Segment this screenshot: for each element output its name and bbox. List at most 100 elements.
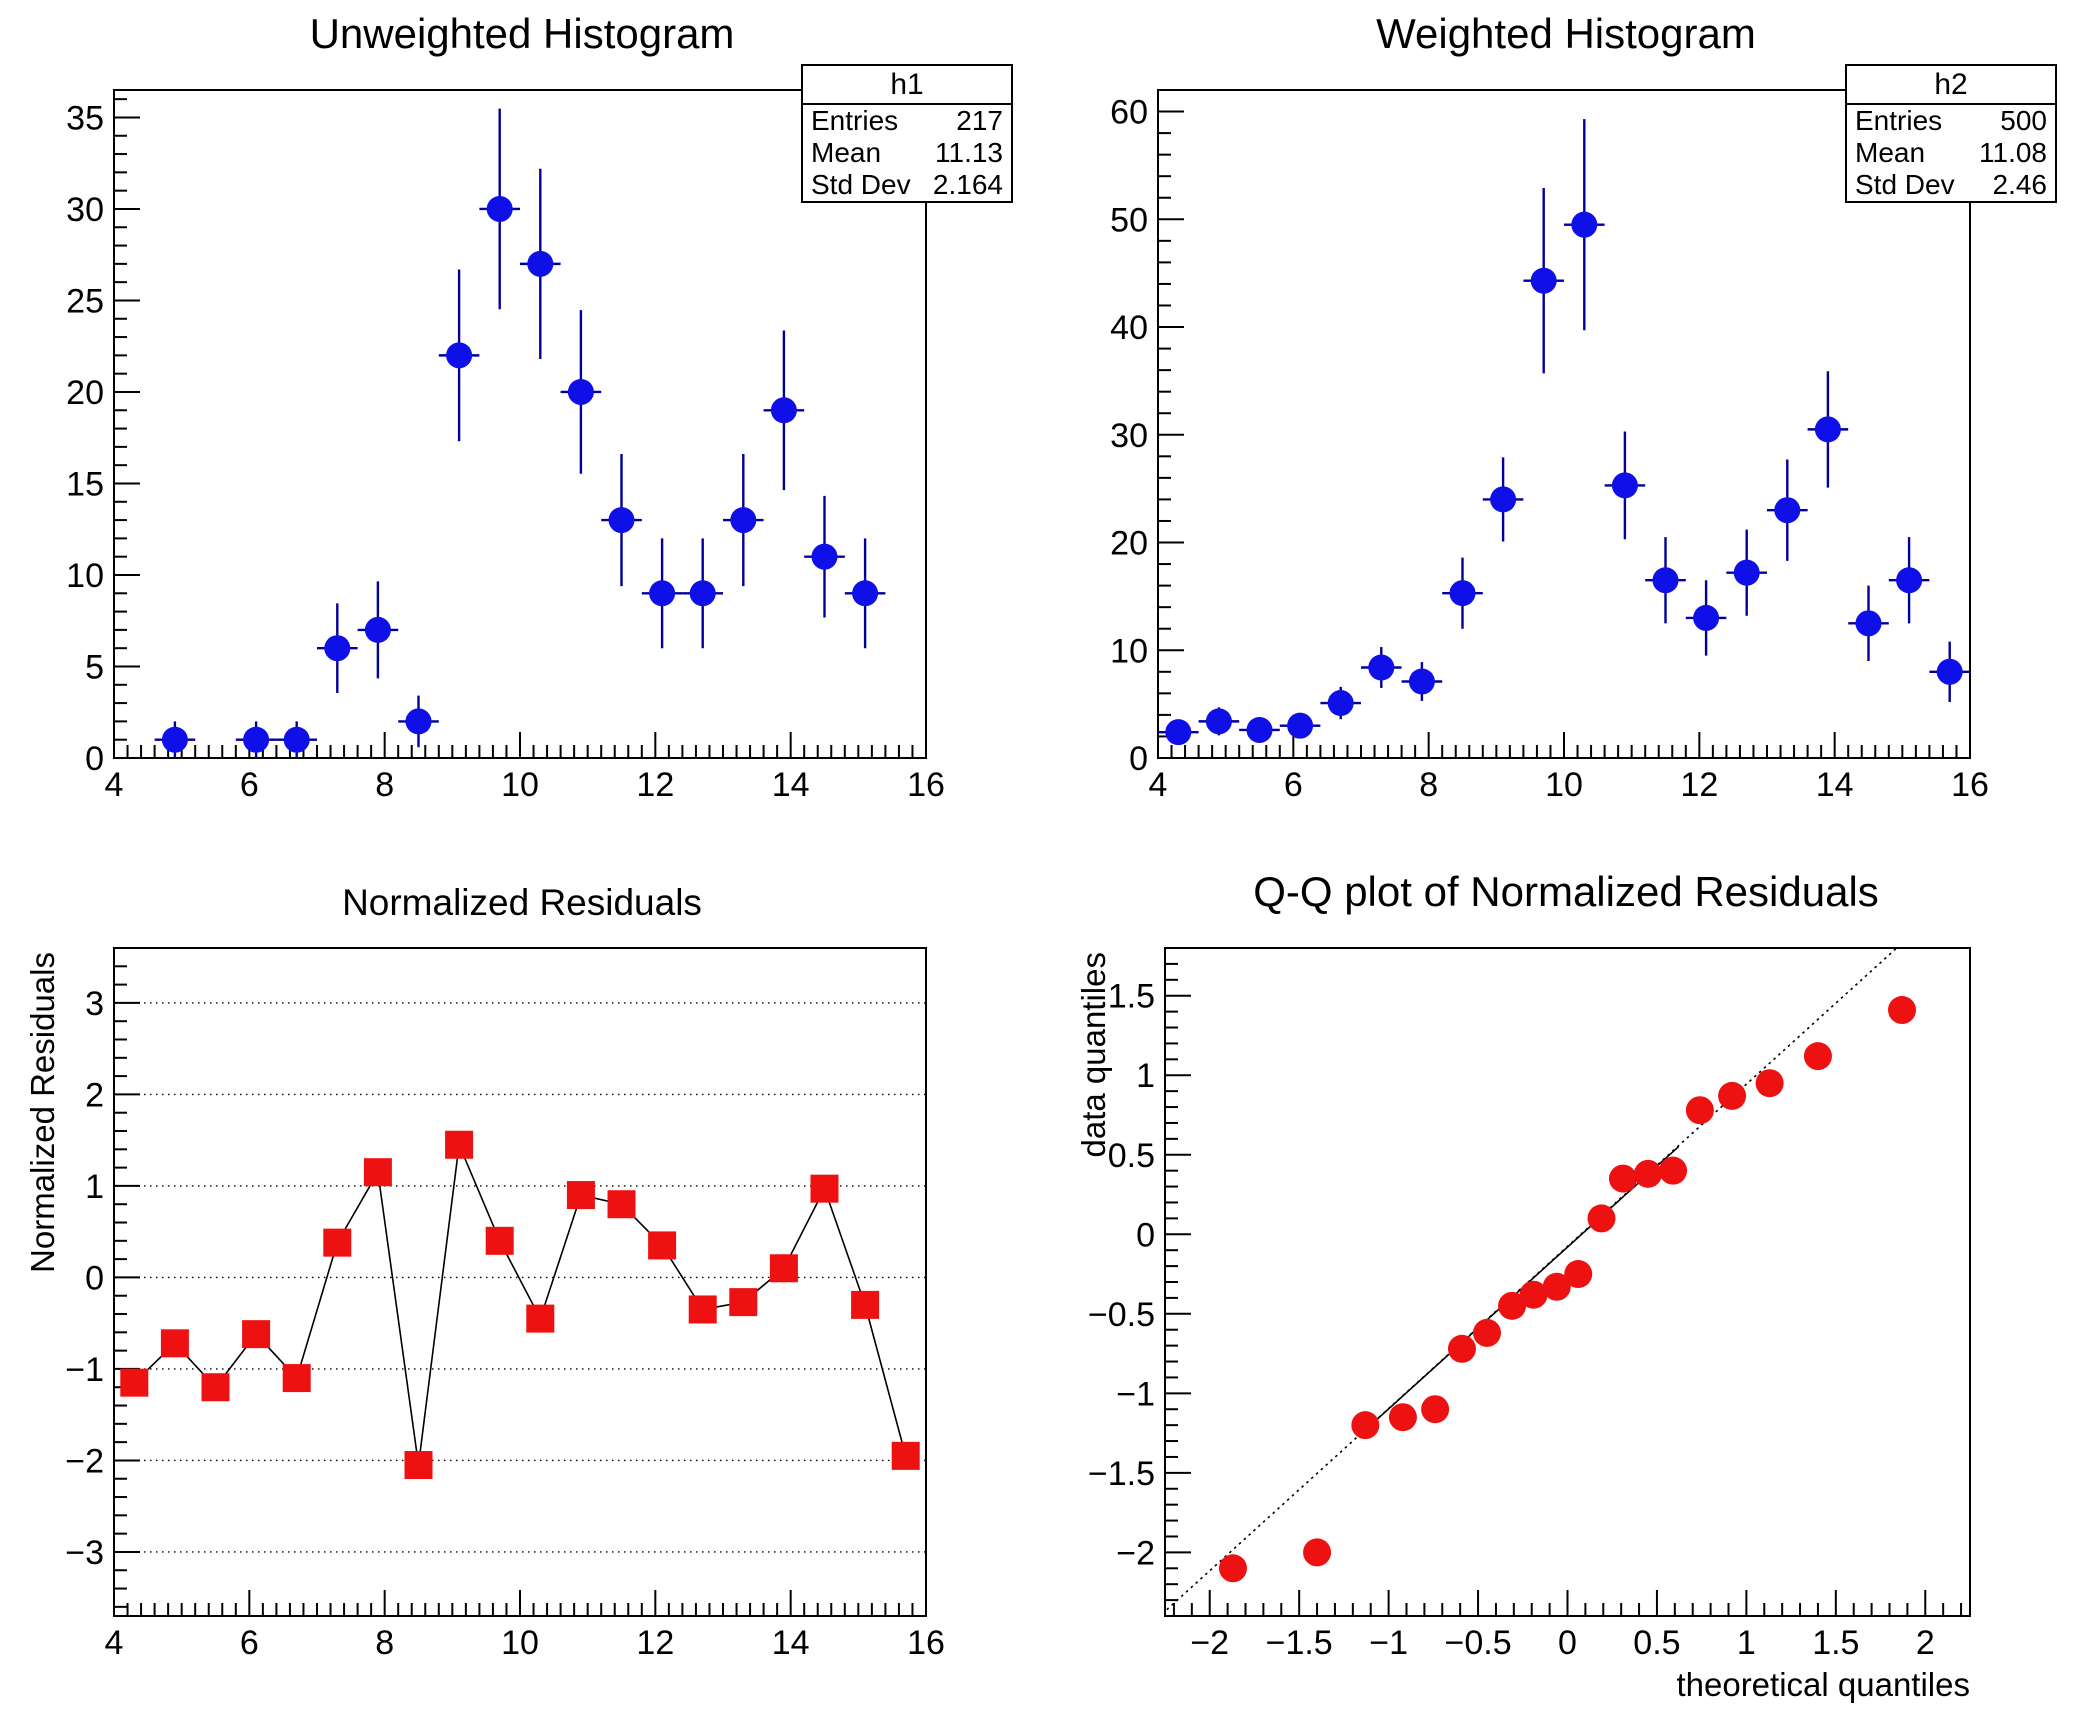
tick-label: −1.5 <box>1088 1455 1155 1493</box>
tick-label: 16 <box>907 1624 945 1662</box>
tick-label: 50 <box>1110 201 1148 239</box>
data-point-circle <box>324 635 351 662</box>
tick-label: 6 <box>240 1624 259 1662</box>
tick-label: 0 <box>1558 1624 1577 1662</box>
stats-value: 2.46 <box>1992 169 2048 200</box>
data-point-circle <box>1571 211 1598 238</box>
data-point-circle <box>1205 708 1232 735</box>
tick-label: 35 <box>66 99 104 137</box>
tick-label: 5 <box>85 648 104 686</box>
data-point-circle <box>1368 654 1395 681</box>
tick-label: 14 <box>1816 766 1854 804</box>
tick-label: 0.5 <box>1108 1137 1155 1175</box>
tick-label: 1 <box>85 1168 104 1206</box>
tick-label: 12 <box>636 1624 674 1662</box>
data-point-square <box>851 1290 880 1319</box>
weighted-histogram-chart: 4 6 8 10 12 14 16 0 10 20 30 40 50 60 <box>1110 89 1989 804</box>
data-point-circle <box>1803 1042 1832 1071</box>
data-point-circle <box>1774 497 1801 524</box>
tick-label: −0.5 <box>1444 1624 1511 1662</box>
data-point-circle <box>1634 1159 1662 1188</box>
tick-label: −2 <box>1190 1624 1229 1662</box>
data-point-square <box>201 1373 230 1402</box>
tick-label: 16 <box>907 766 945 804</box>
data-point-square <box>688 1295 717 1324</box>
data-point-square <box>729 1288 758 1317</box>
data-point-square <box>445 1130 474 1159</box>
tick-label: 4 <box>105 766 124 804</box>
data-point-circle <box>1693 604 1720 631</box>
data-point-circle <box>283 726 310 753</box>
tick-label: 10 <box>501 766 539 804</box>
data-point-circle <box>161 726 188 753</box>
tick-label: 6 <box>1284 766 1303 804</box>
data-point-circle <box>446 342 473 369</box>
stats-title: h1 <box>803 66 1011 105</box>
tick-label: 0 <box>85 740 104 778</box>
data-point-circle <box>1519 1280 1548 1309</box>
tick-label: 3 <box>85 985 104 1023</box>
tick-label: 8 <box>375 766 394 804</box>
data-point-circle <box>1165 719 1192 746</box>
data-point-square <box>404 1451 433 1480</box>
data-point-circle <box>1564 1260 1593 1289</box>
pad-normalized-residuals: 4 6 8 10 12 14 16 3 2 1 0 −1 −2 −3 Normalized Residual… <box>0 858 1044 1716</box>
tick-label: −0.5 <box>1088 1296 1155 1334</box>
stats-value: 500 <box>2000 105 2047 136</box>
qq-plot-chart: −2 −1.5 −1 −0.5 0 0.5 1 1.5 21.510.50−0.5−1−1.5−… <box>1075 947 1971 1703</box>
tick-label: 14 <box>772 1624 810 1662</box>
pad-weighted-histogram: 4 6 8 10 12 14 16 0 10 20 30 40 50 60 Weighted Histog… <box>1044 0 2088 858</box>
tick-label: 15 <box>66 465 104 503</box>
data-point-circle <box>243 726 270 753</box>
tick-label: 1 <box>1737 1624 1756 1662</box>
data-point-circle <box>1814 416 1841 443</box>
stats-row: Mean 11.13 <box>803 137 1011 169</box>
connecting-line <box>133 1141 907 1466</box>
stats-label: Entries <box>811 105 899 136</box>
data-point-square <box>323 1228 352 1257</box>
tick-label: 0 <box>85 1259 104 1297</box>
data-point-circle <box>527 250 554 277</box>
data-point-square <box>160 1329 189 1358</box>
data-point-circle <box>1327 690 1354 717</box>
data-point-circle <box>1408 668 1435 695</box>
tick-label: 60 <box>1110 94 1148 132</box>
stats-label: Mean <box>1855 137 1926 168</box>
data-point-square <box>242 1320 271 1349</box>
data-point-circle <box>1530 267 1557 294</box>
data-point-circle <box>1888 996 1917 1025</box>
tick-label: 10 <box>501 1624 539 1662</box>
data-point-circle <box>1303 1538 1332 1567</box>
tick-label: 40 <box>1110 309 1148 347</box>
data-point-square <box>769 1254 798 1283</box>
data-point-circle <box>1587 1204 1616 1233</box>
tick-label: 4 <box>105 1624 124 1662</box>
data-point-circle <box>1287 712 1314 739</box>
data-point-circle <box>1718 1081 1747 1110</box>
data-point-circle <box>1490 486 1517 513</box>
reference-line-dotted <box>1166 947 1898 1611</box>
stats-row: Entries 217 <box>803 105 1011 137</box>
data-point-circle <box>1218 1554 1247 1583</box>
page-title-qq: Q-Q plot of Normalized Residuals <box>1253 868 1879 915</box>
data-point-circle <box>1855 610 1882 637</box>
data-point-circle <box>1608 1164 1637 1193</box>
data-point-circle <box>852 580 879 607</box>
stats-value: 11.13 <box>935 137 1003 168</box>
tick-label: 20 <box>1110 525 1148 563</box>
data-point-circle <box>567 378 594 405</box>
tick-label: 4 <box>1149 766 1168 804</box>
tick-label: −1.5 <box>1266 1624 1333 1662</box>
tick-label: 6 <box>240 766 259 804</box>
data-point-circle <box>649 580 676 607</box>
data-point-circle <box>1936 658 1963 685</box>
data-point-circle <box>608 507 635 534</box>
stats-title: h2 <box>1847 66 2055 105</box>
page-title-weighted: Weighted Histogram <box>1376 10 1756 57</box>
data-point-circle <box>1498 1291 1527 1320</box>
data-point-circle <box>1733 559 1760 586</box>
tick-label: 25 <box>66 282 104 320</box>
tick-label: −2 <box>1116 1534 1155 1572</box>
